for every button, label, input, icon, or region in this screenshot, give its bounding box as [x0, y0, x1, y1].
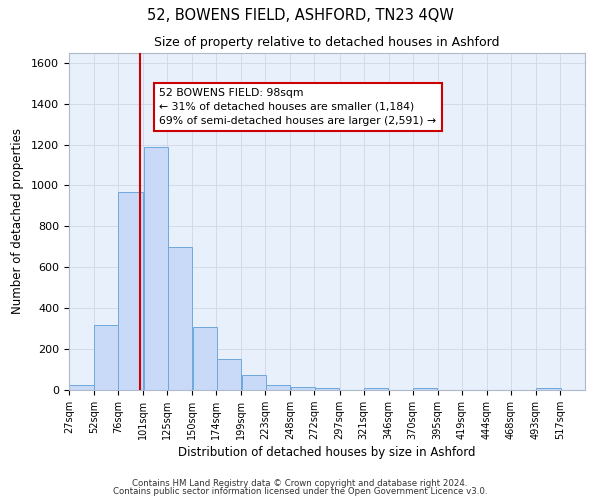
Bar [242, 374, 266, 390]
Bar [118, 192, 143, 390]
Y-axis label: Number of detached properties: Number of detached properties [11, 128, 24, 314]
Bar [536, 388, 560, 390]
Text: 52 BOWENS FIELD: 98sqm
← 31% of detached houses are smaller (1,184)
69% of semi-: 52 BOWENS FIELD: 98sqm ← 31% of detached… [160, 88, 436, 126]
Bar [70, 385, 94, 390]
Text: Contains HM Land Registry data © Crown copyright and database right 2024.: Contains HM Land Registry data © Crown c… [132, 479, 468, 488]
Bar [167, 247, 192, 390]
Bar [315, 388, 339, 390]
Title: Size of property relative to detached houses in Ashford: Size of property relative to detached ho… [154, 36, 500, 49]
Bar [193, 326, 217, 390]
Bar [291, 387, 315, 390]
Text: Contains public sector information licensed under the Open Government Licence v3: Contains public sector information licen… [113, 487, 487, 496]
Bar [94, 324, 119, 390]
Bar [217, 360, 241, 390]
Bar [413, 388, 437, 390]
Bar [364, 388, 388, 390]
Text: 52, BOWENS FIELD, ASHFORD, TN23 4QW: 52, BOWENS FIELD, ASHFORD, TN23 4QW [146, 8, 454, 22]
Bar [266, 385, 290, 390]
Bar [143, 146, 168, 390]
X-axis label: Distribution of detached houses by size in Ashford: Distribution of detached houses by size … [178, 446, 476, 459]
